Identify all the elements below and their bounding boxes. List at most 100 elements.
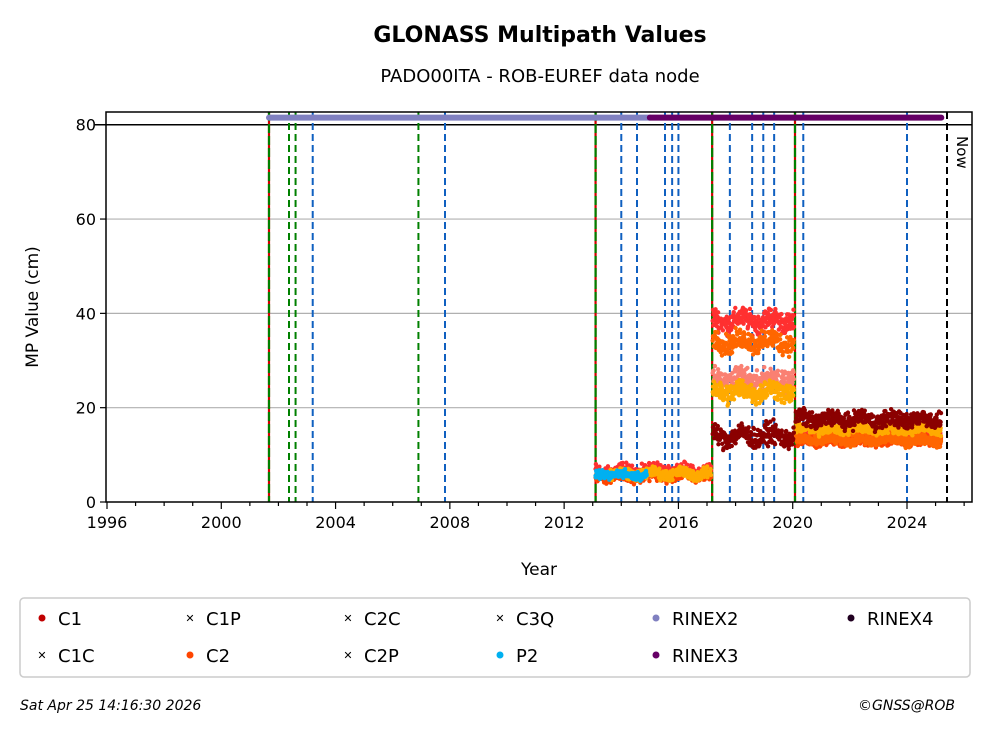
x-tick-label: 2012	[544, 513, 585, 532]
data-point	[754, 368, 760, 373]
data-point	[768, 307, 774, 313]
data-point	[748, 429, 754, 435]
data-point	[720, 441, 725, 446]
data-point	[758, 428, 763, 434]
data-point	[776, 373, 781, 378]
data-point	[786, 354, 792, 360]
data-point	[749, 382, 754, 388]
plot-frame	[105, 111, 973, 503]
data-point	[764, 393, 770, 398]
data-point	[850, 428, 856, 434]
x-tick-label: 2000	[201, 513, 242, 532]
y-tick-label: 80	[76, 116, 96, 135]
data-point	[802, 407, 807, 413]
legend-marker-x: ✕	[343, 649, 352, 662]
data-point	[804, 423, 809, 429]
data-point	[791, 307, 796, 312]
legend-label: RINEX4	[867, 609, 933, 630]
legend-label: C2C	[364, 609, 401, 630]
data-point	[790, 345, 796, 351]
data-point	[772, 442, 778, 447]
series-c2p	[710, 377, 797, 408]
data-point	[666, 465, 672, 471]
data-point	[778, 332, 783, 337]
data-point	[791, 430, 797, 435]
series-p2	[593, 466, 649, 483]
y-tick-label: 60	[76, 210, 96, 229]
y-tick-label: 20	[76, 399, 96, 418]
legend-marker-dot	[186, 651, 194, 659]
data-point	[770, 343, 776, 348]
data-point	[773, 310, 778, 315]
data-point	[605, 464, 611, 469]
data-point	[765, 444, 771, 449]
legend-marker-dot	[652, 614, 660, 622]
data-point	[768, 419, 773, 424]
data-point	[742, 332, 747, 337]
data-point	[733, 305, 738, 311]
x-tick-label: 2024	[887, 513, 928, 532]
now-label: Now	[953, 136, 971, 169]
legend-marker-x: ✕	[37, 649, 46, 662]
data-point	[779, 428, 784, 433]
data-point	[759, 328, 764, 334]
y-tick-label: 0	[86, 493, 96, 512]
data-point	[715, 310, 721, 315]
legend-marker-dot	[847, 614, 855, 622]
data-point	[760, 383, 765, 389]
data-point	[852, 422, 857, 428]
data-point	[756, 347, 762, 352]
data-point	[790, 321, 795, 326]
x-tick-label: 2008	[429, 513, 470, 532]
data-point	[723, 331, 729, 337]
data-point	[934, 415, 939, 421]
y-axis-label: MP Value (cm)	[23, 246, 43, 368]
data-point	[731, 309, 736, 315]
footer-timestamp: Sat Apr 25 14:16:30 2026	[20, 698, 201, 714]
data-point	[733, 441, 738, 446]
data-point	[754, 373, 759, 379]
data-point	[729, 443, 734, 449]
data-point	[809, 410, 815, 415]
legend-label: C1P	[206, 609, 241, 630]
data-point	[917, 419, 922, 424]
data-point	[928, 412, 934, 417]
data-point	[791, 369, 796, 375]
data-point	[739, 363, 744, 369]
data-point	[938, 419, 943, 425]
data-point	[862, 408, 867, 413]
data-point	[657, 466, 662, 471]
legend-label: P2	[516, 646, 538, 667]
y-tick-label: 40	[76, 304, 96, 323]
legend-label: C1	[58, 609, 82, 630]
data-point	[740, 378, 745, 383]
legend-label: RINEX2	[672, 609, 738, 630]
data-point	[631, 482, 637, 487]
data-point	[904, 411, 909, 417]
data-point	[775, 368, 781, 374]
data-point	[738, 330, 743, 336]
data-point	[737, 327, 743, 332]
data-point	[698, 476, 704, 482]
data-point	[841, 415, 847, 421]
data-point	[830, 408, 835, 413]
data-point	[885, 430, 891, 436]
data-point	[746, 425, 751, 430]
data-point	[733, 325, 738, 331]
data-point	[848, 444, 853, 449]
data-point	[768, 366, 773, 371]
data-point	[762, 330, 768, 335]
legend-marker-dot	[38, 614, 46, 622]
data-point	[622, 466, 628, 472]
data-point	[771, 417, 776, 422]
data-point	[790, 442, 795, 447]
data-point	[597, 464, 602, 469]
legend-marker-dot	[652, 651, 660, 659]
legend-label: C2P	[364, 646, 399, 667]
data-point	[670, 477, 675, 483]
series-c1c	[710, 305, 797, 339]
series-c2c	[793, 429, 944, 451]
data-point	[773, 422, 778, 428]
data-point	[715, 423, 721, 429]
